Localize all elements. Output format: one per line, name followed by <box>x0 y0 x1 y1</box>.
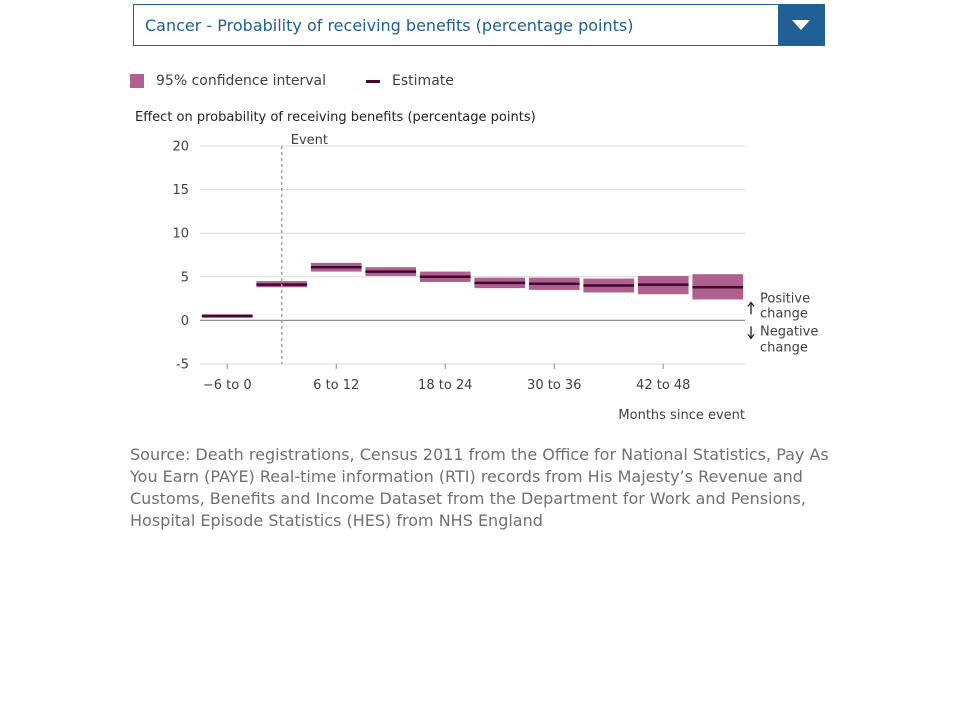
event-marker: Event <box>281 133 328 364</box>
x-axis-title: Months since event <box>618 408 745 423</box>
legend-item-estimate: Estimate <box>366 73 454 89</box>
x-tick-label: 42 to 48 <box>636 378 690 393</box>
chart-legend: 95% confidence interval Estimate <box>130 73 494 89</box>
dropdown-toggle-button[interactable] <box>778 5 824 45</box>
legend-label-ci: 95% confidence interval <box>156 73 327 89</box>
positive-change-label: change <box>760 306 808 321</box>
event-label: Event <box>291 133 328 148</box>
chart-marks <box>201 262 744 318</box>
y-tick-label: -5 <box>176 358 189 373</box>
y-tick-label: 0 <box>181 314 189 329</box>
y-tick-label: 15 <box>172 183 189 198</box>
dropdown-selected-value: Cancer - Probability of receiving benefi… <box>145 15 634 35</box>
chart-selector-dropdown[interactable]: Cancer - Probability of receiving benefi… <box>133 4 825 46</box>
arrow-up-icon <box>747 301 755 315</box>
positive-change-label: Positive <box>760 291 810 306</box>
x-tick-label: −6 to 0 <box>203 378 252 393</box>
legend-label-estimate: Estimate <box>392 73 454 89</box>
x-tick-labels: −6 to 0 6 to 12 18 to 24 30 to 36 42 to 48 <box>203 364 690 393</box>
x-tick-label: 6 to 12 <box>313 378 359 393</box>
source-note: Source: Death registrations, Census 2011… <box>130 445 829 530</box>
y-tick-label: 5 <box>181 270 189 285</box>
arrow-down-icon <box>747 326 755 340</box>
y-tick-label: 10 <box>172 227 189 242</box>
benefits-chart: Effect on probability of receiving benef… <box>135 110 818 423</box>
y-tick-label: 20 <box>172 140 189 155</box>
x-tick-label: 30 to 36 <box>527 378 581 393</box>
x-tick-label: 18 to 24 <box>418 378 472 393</box>
negative-change-label: Negative <box>760 324 818 339</box>
legend-swatch-ci <box>130 74 144 88</box>
legend-swatch-estimate <box>366 79 381 83</box>
negative-change-label: change <box>760 340 808 355</box>
y-tick-labels: 20 15 10 5 0 -5 <box>172 140 189 373</box>
chevron-down-icon <box>792 20 810 30</box>
y-axis-title: Effect on probability of receiving benef… <box>135 110 536 125</box>
grid-lines <box>200 145 745 365</box>
legend-item-ci: 95% confidence interval <box>130 73 326 89</box>
